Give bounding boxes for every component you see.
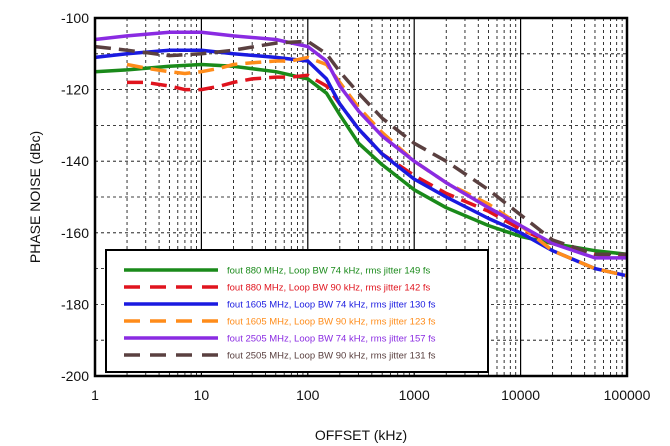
series-group [94, 30, 628, 278]
x-tick-label: 100000 [604, 387, 651, 403]
x-axis-label: OFFSET (kHz) [315, 427, 407, 443]
y-tick-label: -160 [61, 225, 89, 241]
legend: fout 880 MHz, Loop BW 74 kHz, rms jitter… [105, 249, 489, 373]
y-tick-label: -200 [61, 368, 89, 384]
series-line-6 [94, 39, 627, 257]
x-tick-label: 100 [296, 387, 320, 403]
series-line-3 [94, 48, 628, 278]
plot-frame [93, 16, 629, 378]
legend-label-4: fout 1605 MHz, Loop BW 90 kHz, rms jitte… [227, 317, 436, 328]
legend-label-2: fout 880 MHz, Loop BW 90 kHz, rms jitter… [227, 283, 431, 294]
y-tick-label: -120 [61, 82, 89, 98]
legend-label-6: fout 2505 MHz, Loop BW 90 kHz, rms jitte… [227, 351, 436, 362]
y-axis-label: PHASE NOISE (dBc) [27, 131, 43, 263]
legend-label-1: fout 880 MHz, Loop BW 74 kHz, rms jitter… [227, 266, 431, 277]
series-line-5 [94, 30, 627, 260]
legend-label-3: fout 1605 MHz, Loop BW 74 kHz, rms jitte… [227, 300, 436, 311]
x-tick-label: 10 [194, 387, 210, 403]
tick-labels: 1 10 100 1000 10000 100000 -200 -180 -160 -140 -12… [61, 10, 651, 403]
series-line-1 [94, 62, 628, 257]
y-tick-label: -180 [61, 296, 89, 312]
series-line-2 [127, 73, 628, 260]
y-tick-label: -140 [61, 153, 89, 169]
x-tick-label: 10000 [501, 387, 540, 403]
y-tick-label: -100 [61, 10, 89, 26]
x-tick-label: 1000 [399, 387, 430, 403]
x-tick-label: 1 [91, 387, 99, 403]
legend-label-5: fout 2505 MHz, Loop BW 74 kHz, rms jitte… [227, 334, 436, 345]
